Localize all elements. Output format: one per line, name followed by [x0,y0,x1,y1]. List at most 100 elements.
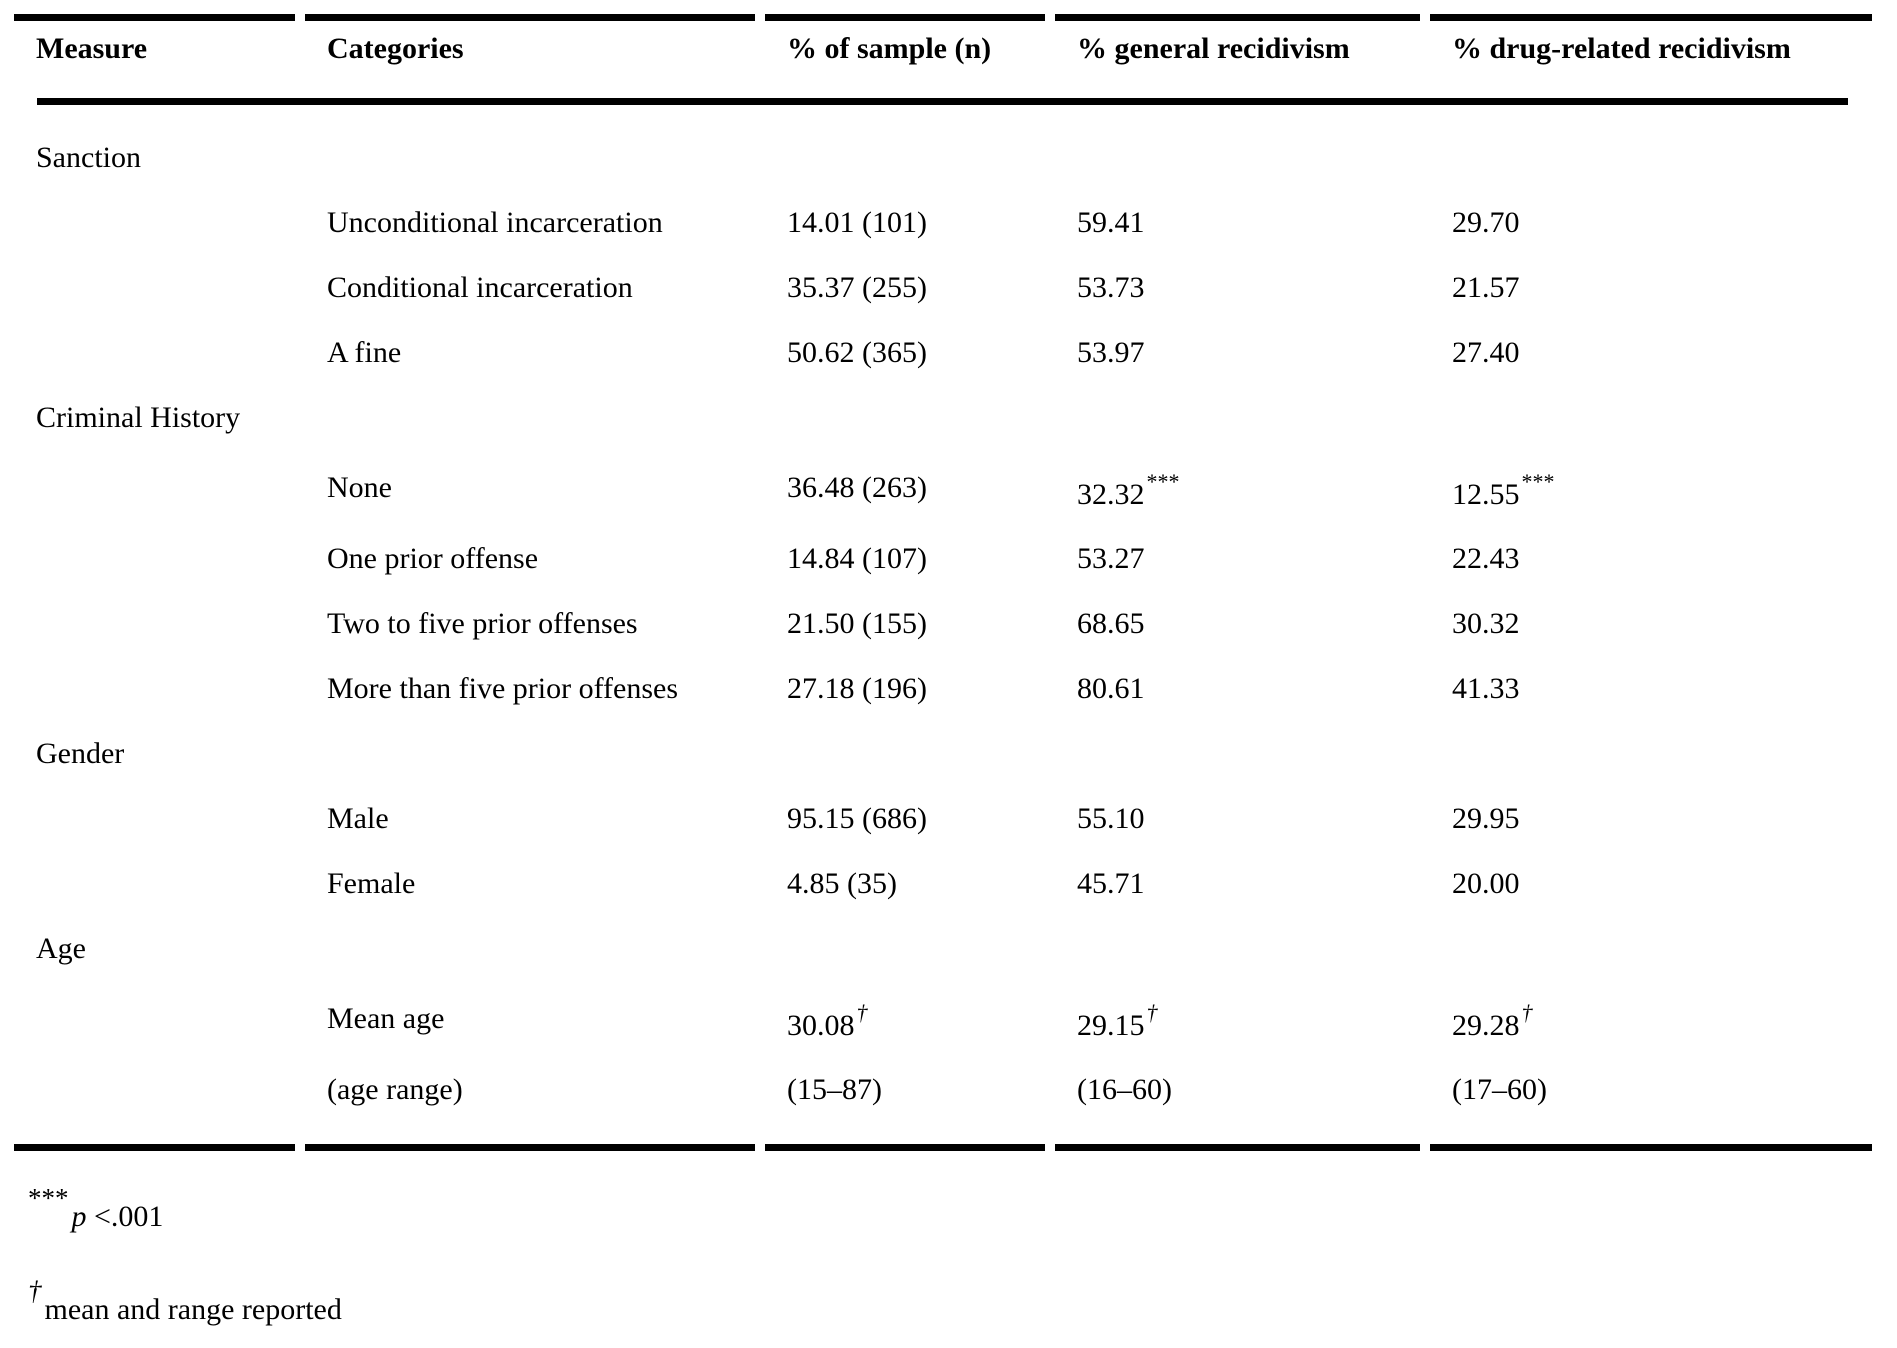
dagger-marker: † [1521,1000,1533,1025]
cell-category: One prior offense [305,542,755,576]
cell-value: 53.97 [1077,335,1145,369]
cell-value: 4.85 (35) [787,866,897,900]
table-footnotes: ***p <.001 †mean and range reported [14,1181,1872,1327]
cell-value: Male [327,801,389,835]
cell-value: 27.40 [1452,335,1520,369]
column-header-label: % of sample (n) [787,32,992,65]
cell-value: 53.73 [1077,270,1145,304]
rule-segment [1055,1144,1420,1151]
dagger-marker: † [856,1000,868,1025]
rule-segment [1430,14,1872,21]
cell-general: 68.65 [1055,607,1420,641]
cell-value: Gender [36,736,125,770]
dagger-marker: † [1146,1000,1158,1025]
table-row: Male 95.15 (686) 55.10 29.95 [14,786,1872,851]
header-separator-rule [37,98,1848,105]
table-body: Sanction Unconditional incarceration 14.01… [14,105,1872,1144]
rule-segment [14,14,295,21]
cell-value: 21.57 [1452,270,1520,304]
cell-value: 29.70 [1452,205,1520,239]
cell-drug: 29.70 [1430,206,1872,240]
cell-value: 95.15 (686) [787,801,927,835]
cell-sample: 35.37 (255) [765,271,1045,305]
asterisks-marker: *** [28,1183,69,1213]
cell-value: More than five prior offenses [327,671,679,705]
table-row: Unconditional incarceration 14.01 (101) 59… [14,190,1872,255]
cell-measure: Sanction [14,141,295,175]
table-row: None 36.48 (263) 32.32*** 12.55*** [14,450,1872,526]
cell-general: 53.27 [1055,542,1420,576]
column-header-drug-recidivism: % drug-related recidivism [1430,21,1872,98]
cell-general: 53.97 [1055,336,1420,370]
cell-value: (16–60) [1077,1072,1172,1106]
cell-general: 29.15† [1055,1002,1420,1043]
cell-sample: 14.01 (101) [765,206,1045,240]
cell-value: Criminal History [36,400,241,434]
cell-value: 21.50 (155) [787,606,927,640]
cell-value: 53.27 [1077,541,1145,575]
cell-sample: 14.84 (107) [765,542,1045,576]
cell-value: 29.28† [1452,1002,1533,1043]
cell-category: Conditional incarceration [305,271,755,305]
significance-marker: *** [1146,469,1180,494]
cell-value: 22.43 [1452,541,1520,575]
cell-general: (16–60) [1055,1073,1420,1107]
table-row: One prior offense 14.84 (107) 53.27 22.43 [14,526,1872,591]
cell-category: Female [305,867,755,901]
cell-value: (15–87) [787,1072,882,1106]
dagger-marker: † [28,1276,42,1306]
cell-value: None [327,471,392,504]
cell-value: 12.55*** [1452,471,1555,512]
table-row: Two to five prior offenses 21.50 (155) 68.… [14,591,1872,656]
table-row: Female 4.85 (35) 45.71 20.00 [14,851,1872,916]
cell-value: 20.00 [1452,866,1520,900]
table-row: A fine 50.62 (365) 53.97 27.40 [14,320,1872,385]
cell-category: Male [305,802,755,836]
cell-general: 32.32*** [1055,469,1420,512]
cell-drug: 12.55*** [1430,471,1872,512]
cell-value: 14.01 (101) [787,205,927,239]
cell-category: Mean age [305,1002,755,1036]
column-header-measure: Measure [14,21,295,98]
table-row: (age range) (15–87) (16–60) (17–60) [14,1057,1872,1122]
section-row: Criminal History [14,385,1872,450]
column-header-sample: % of sample (n) [765,21,1045,98]
section-row: Gender [14,721,1872,786]
cell-value: 27.18 (196) [787,671,927,705]
cell-value: 45.71 [1077,866,1145,900]
cell-sample: 30.08† [765,1000,1045,1043]
cell-value: Unconditional incarceration [327,205,663,239]
cell-value: Age [36,931,86,965]
cell-category: Unconditional incarceration [305,206,755,240]
cell-category: None [305,471,755,505]
column-header-general-recidivism: % general recidivism [1055,21,1420,98]
cell-measure: Gender [14,737,295,771]
table-header-row: Measure Categories % of sample (n) % gen… [14,21,1872,98]
cell-drug: 21.57 [1430,271,1872,305]
cell-drug: 22.43 [1430,542,1872,576]
significance-marker: *** [1521,469,1555,494]
cell-value: 50.62 (365) [787,335,927,369]
cell-number: 32.32 [1077,478,1145,511]
footnote-italic-p: p [71,1200,87,1233]
cell-general: 55.10 [1055,802,1420,836]
cell-sample: (15–87) [765,1073,1045,1107]
cell-value: 68.65 [1077,606,1145,640]
cell-value: 29.15† [1077,1002,1158,1043]
cell-value: 55.10 [1077,801,1145,835]
cell-sample: 50.62 (365) [765,336,1045,370]
rule-segment [14,1144,295,1151]
cell-drug: 30.32 [1430,607,1872,641]
column-header-categories: Categories [305,21,755,98]
cell-sample: 95.15 (686) [765,802,1045,836]
rule-segment [305,1144,755,1151]
cell-drug: 27.40 [1430,336,1872,370]
cell-value: Female [327,866,416,900]
cell-value: 41.33 [1452,671,1520,705]
footnote-text: mean and range reported [44,1293,342,1326]
cell-sample: 21.50 (155) [765,607,1045,641]
cell-sample: 27.18 (196) [765,672,1045,706]
cell-number: 12.55 [1452,478,1520,511]
rule-segment [765,1144,1045,1151]
